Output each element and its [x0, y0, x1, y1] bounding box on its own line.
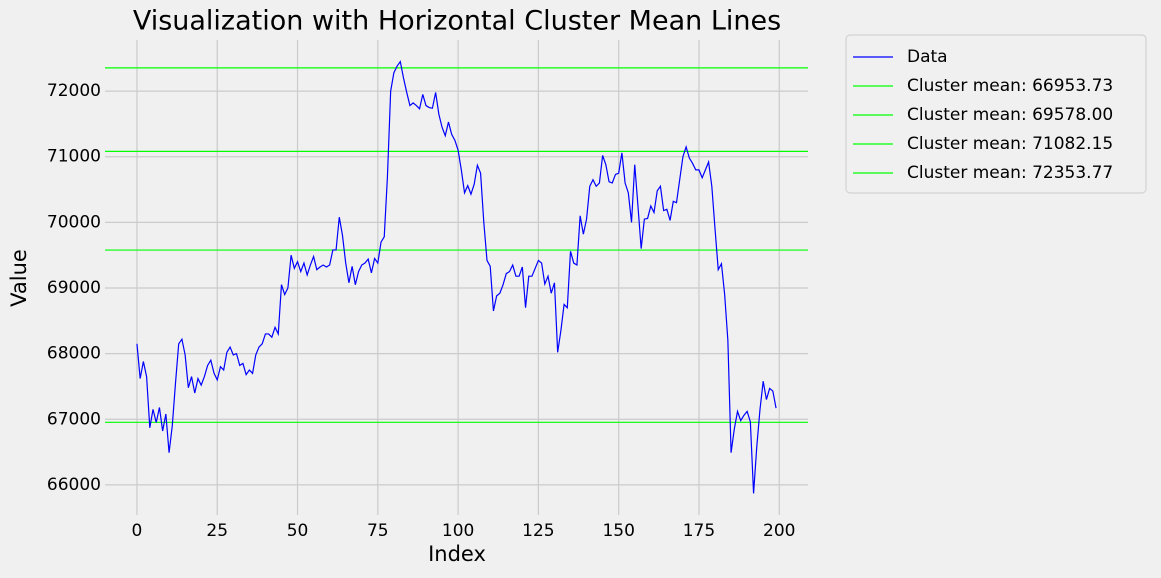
x-axis-label: Index — [428, 542, 486, 566]
y-axis-label: Value — [7, 249, 31, 307]
legend-label: Cluster mean: 66953.73 — [907, 76, 1113, 96]
y-tick-label: 66000 — [47, 475, 101, 495]
x-tick-label: 25 — [206, 521, 228, 541]
y-tick-label: 71000 — [47, 147, 101, 167]
x-tick-label: 150 — [602, 521, 634, 541]
data-line — [136, 60, 777, 494]
x-tick-label: 175 — [683, 521, 715, 541]
x-tick-label: 100 — [442, 521, 474, 541]
legend-label: Cluster mean: 71082.15 — [907, 134, 1113, 154]
legend-label: Data — [907, 47, 948, 67]
y-tick-label: 70000 — [47, 212, 101, 232]
y-tick-label: 72000 — [47, 81, 101, 101]
x-tick-label: 75 — [367, 521, 389, 541]
legend-label: Cluster mean: 72353.77 — [907, 163, 1113, 183]
legend-label: Cluster mean: 69578.00 — [907, 105, 1113, 125]
legend-box — [845, 34, 1147, 194]
x-tick-label: 125 — [522, 521, 554, 541]
chart-title: Visualization with Horizontal Cluster Me… — [133, 6, 781, 37]
y-tick-label: 67000 — [47, 409, 101, 429]
y-tick-label: 69000 — [47, 278, 101, 298]
x-tick-label: 200 — [763, 521, 795, 541]
x-tick-label: 50 — [287, 521, 309, 541]
y-tick-label: 68000 — [47, 344, 101, 364]
x-tick-label: 0 — [132, 521, 143, 541]
